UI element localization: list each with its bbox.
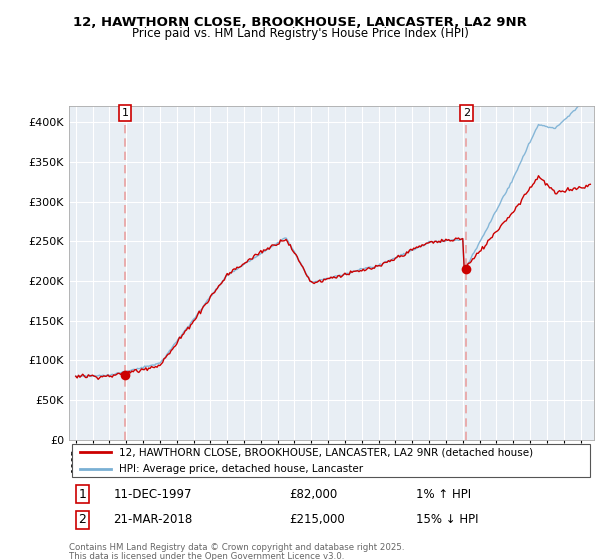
Text: £215,000: £215,000 <box>290 513 345 526</box>
Text: 21-MAR-2018: 21-MAR-2018 <box>113 513 193 526</box>
Text: 1% ↑ HPI: 1% ↑ HPI <box>415 488 470 501</box>
FancyBboxPatch shape <box>71 444 590 477</box>
Text: HPI: Average price, detached house, Lancaster: HPI: Average price, detached house, Lanc… <box>119 464 363 474</box>
Text: 11-DEC-1997: 11-DEC-1997 <box>113 488 192 501</box>
Text: This data is licensed under the Open Government Licence v3.0.: This data is licensed under the Open Gov… <box>69 552 344 560</box>
Text: 1: 1 <box>122 108 129 118</box>
Text: 12, HAWTHORN CLOSE, BROOKHOUSE, LANCASTER, LA2 9NR (detached house): 12, HAWTHORN CLOSE, BROOKHOUSE, LANCASTE… <box>119 447 533 457</box>
Text: Price paid vs. HM Land Registry's House Price Index (HPI): Price paid vs. HM Land Registry's House … <box>131 27 469 40</box>
Text: £82,000: £82,000 <box>290 488 338 501</box>
Text: Contains HM Land Registry data © Crown copyright and database right 2025.: Contains HM Land Registry data © Crown c… <box>69 543 404 552</box>
Text: 15% ↓ HPI: 15% ↓ HPI <box>415 513 478 526</box>
Text: 2: 2 <box>463 108 470 118</box>
Text: 2: 2 <box>78 513 86 526</box>
Text: 12, HAWTHORN CLOSE, BROOKHOUSE, LANCASTER, LA2 9NR: 12, HAWTHORN CLOSE, BROOKHOUSE, LANCASTE… <box>73 16 527 29</box>
Text: 1: 1 <box>78 488 86 501</box>
